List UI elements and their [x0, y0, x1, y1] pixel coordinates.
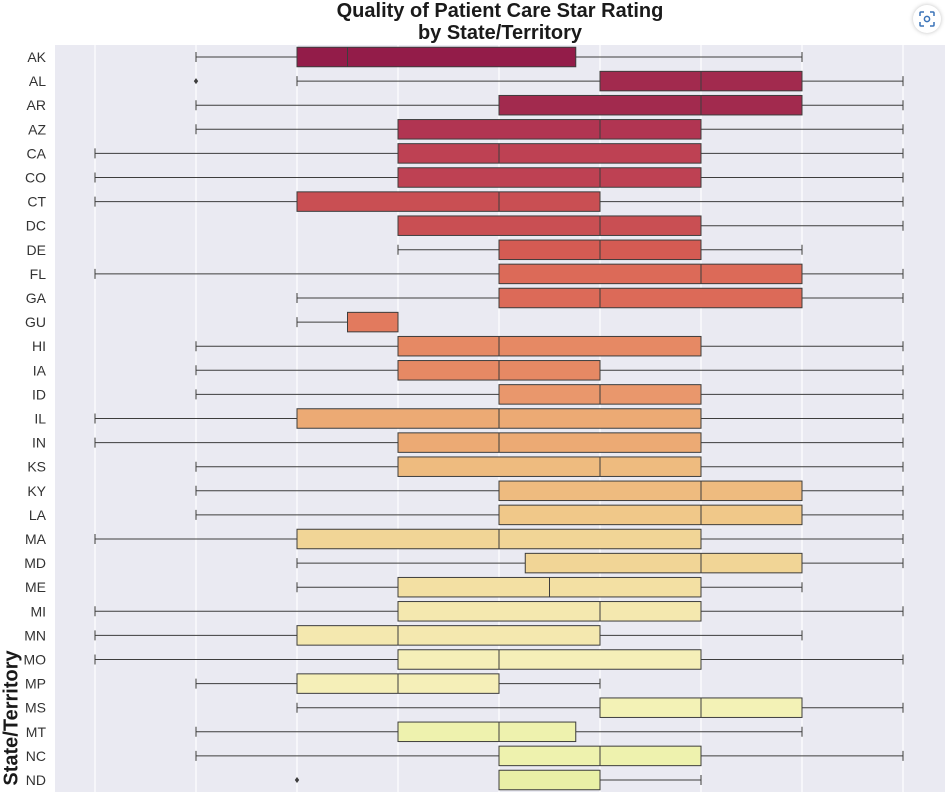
y-tick-label: KY	[27, 483, 46, 499]
y-axis-label: State/Territory	[0, 650, 23, 786]
y-tick-label: AZ	[28, 121, 46, 137]
box-hi	[195, 335, 904, 357]
y-tick-label: MI	[30, 603, 46, 619]
y-tick-label: FL	[30, 266, 47, 282]
y-tick-label: GU	[25, 314, 46, 330]
y-tick-label: LA	[29, 507, 47, 523]
box-iqr	[296, 191, 601, 212]
box-iqr	[397, 215, 702, 236]
y-tick-label: IL	[34, 411, 46, 427]
y-tick-label: ID	[32, 386, 46, 402]
y-tick-label: MO	[23, 652, 46, 668]
y-tick-label: MT	[26, 724, 47, 740]
box-de	[397, 239, 803, 261]
box-iqr	[296, 46, 577, 68]
box-gu	[296, 311, 399, 333]
box-id	[195, 384, 904, 405]
box-ms	[296, 697, 904, 718]
y-tick-label: AR	[27, 97, 46, 113]
y-tick-label: MN	[24, 627, 46, 643]
y-tick-label: NC	[26, 748, 46, 764]
box-nc	[195, 745, 904, 767]
y-tick-label: ME	[25, 579, 46, 595]
box-iqr	[397, 143, 702, 164]
y-tick-label: CA	[27, 145, 47, 161]
box-iqr	[397, 649, 702, 670]
screenshot-capture-icon	[919, 11, 935, 27]
box-ky	[195, 480, 904, 502]
box-ak	[195, 46, 803, 68]
chart-title-line-1: Quality of Patient Care Star Rating	[336, 0, 664, 22]
box-dc	[397, 215, 904, 236]
box-iqr	[296, 625, 601, 646]
box-az	[195, 119, 904, 140]
screenshot-button[interactable]	[913, 5, 941, 33]
y-tick-label: CT	[27, 194, 46, 210]
box-iqr	[347, 311, 399, 333]
y-tick-label: MA	[25, 531, 47, 547]
box-md	[296, 552, 904, 574]
box-il	[94, 408, 904, 429]
box-iqr	[498, 287, 803, 309]
boxes-layer	[94, 46, 904, 791]
y-tick-label: MP	[25, 676, 46, 692]
y-tick-label: KS	[27, 459, 46, 475]
box-iqr	[498, 480, 803, 502]
y-tick-label: MD	[24, 555, 46, 571]
y-tick-label: MS	[25, 700, 46, 716]
y-tick-label: HI	[32, 338, 46, 354]
box-iqr	[397, 456, 702, 477]
outlier-point	[193, 78, 199, 85]
box-la	[195, 504, 904, 526]
box-mo	[94, 649, 904, 670]
box-ks	[195, 456, 904, 477]
box-me	[296, 576, 803, 598]
y-tick-label: ND	[26, 772, 46, 788]
y-tick-label: DE	[27, 242, 46, 258]
box-ct	[94, 191, 904, 212]
outlier-point	[294, 777, 300, 783]
box-iqr	[498, 94, 803, 116]
box-iqr	[397, 335, 702, 357]
box-ca	[94, 143, 904, 164]
y-tick-label: CO	[25, 170, 46, 186]
y-tick-label: IA	[33, 362, 47, 378]
box-iqr	[397, 432, 702, 453]
box-co	[94, 167, 904, 188]
box-mt	[195, 721, 803, 743]
box-ia	[195, 360, 904, 381]
chart-title-line-2: by State/Territory	[417, 22, 583, 44]
box-iqr	[524, 552, 803, 574]
box-ga	[296, 287, 904, 309]
box-ma	[94, 528, 904, 550]
y-tick-label: AK	[27, 49, 46, 65]
box-fl	[94, 263, 904, 285]
box-nd	[294, 769, 702, 791]
box-iqr	[498, 263, 803, 285]
box-mp	[195, 673, 601, 694]
y-tick-label: GA	[26, 290, 47, 306]
box-mi	[94, 601, 904, 622]
y-tick-label: DC	[26, 218, 46, 234]
box-iqr	[397, 721, 577, 743]
box-al	[193, 70, 904, 92]
box-mn	[94, 625, 803, 646]
box-in	[94, 432, 904, 453]
y-tick-label: AL	[29, 73, 46, 89]
y-tick-label: IN	[32, 435, 46, 451]
y-tick-labels: AK AL AR AZ CA CO CT DC DE FL GA GU HI IA ID IL IN KS KY LA…	[23, 49, 46, 788]
box-iqr	[397, 119, 702, 140]
box-iqr	[397, 167, 702, 188]
box-iqr	[498, 769, 601, 791]
box-iqr	[498, 504, 803, 526]
box-ar	[195, 94, 904, 116]
box-iqr	[397, 601, 702, 622]
